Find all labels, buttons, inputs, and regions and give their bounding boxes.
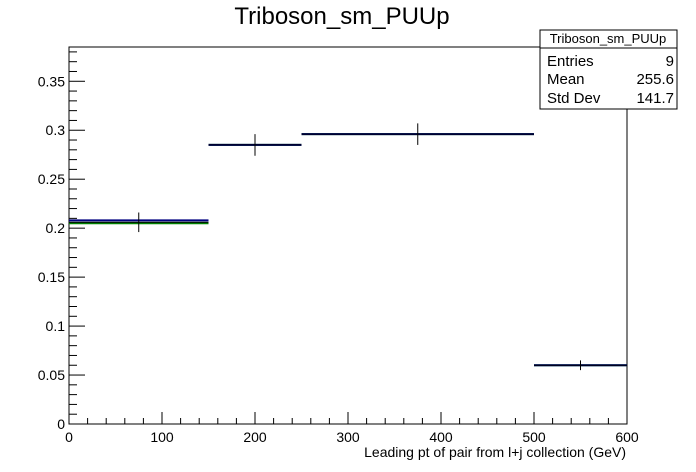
stats-mean-value: 255.6 — [636, 71, 674, 88]
x-axis-title: Leading pt of pair from l+j collection (… — [364, 444, 626, 460]
stats-box: Triboson_sm_PUUp Entries 9 Mean 255.6 St… — [539, 29, 678, 110]
stats-box-title: Triboson_sm_PUUp — [550, 31, 667, 46]
y-tick-label: 0.1 — [46, 318, 66, 334]
x-tick-label: 300 — [336, 429, 360, 445]
y-tick-label: 0.15 — [38, 269, 65, 285]
y-axis: 0 0.05 0.1 0.15 0.2 0.25 0.3 0.35 — [38, 51, 85, 432]
histogram-bins — [69, 123, 627, 371]
y-tick-label: 0.3 — [46, 122, 66, 138]
x-axis: 0 100 200 300 400 500 600 — [65, 412, 639, 445]
x-tick-label: 600 — [615, 429, 639, 445]
y-tick-label: 0.25 — [38, 171, 65, 187]
x-tick-label: 100 — [150, 429, 174, 445]
x-tick-label: 400 — [429, 429, 453, 445]
stats-stddev-label: Std Dev — [547, 90, 601, 107]
stats-entries-label: Entries — [547, 53, 594, 70]
y-tick-label: 0.2 — [46, 220, 66, 236]
y-tick-label: 0.05 — [38, 367, 65, 383]
y-tick-label: 0 — [57, 416, 65, 432]
chart-title: Triboson_sm_PUUp — [234, 3, 449, 30]
stats-entries-value: 9 — [666, 53, 674, 70]
x-tick-label: 500 — [522, 429, 546, 445]
stats-mean-label: Mean — [547, 71, 585, 88]
stats-stddev-value: 141.7 — [636, 90, 674, 107]
stats-box-frame — [539, 29, 678, 110]
y-tick-label: 0.35 — [38, 73, 65, 89]
x-tick-label: 0 — [65, 429, 73, 445]
x-tick-label: 200 — [243, 429, 267, 445]
